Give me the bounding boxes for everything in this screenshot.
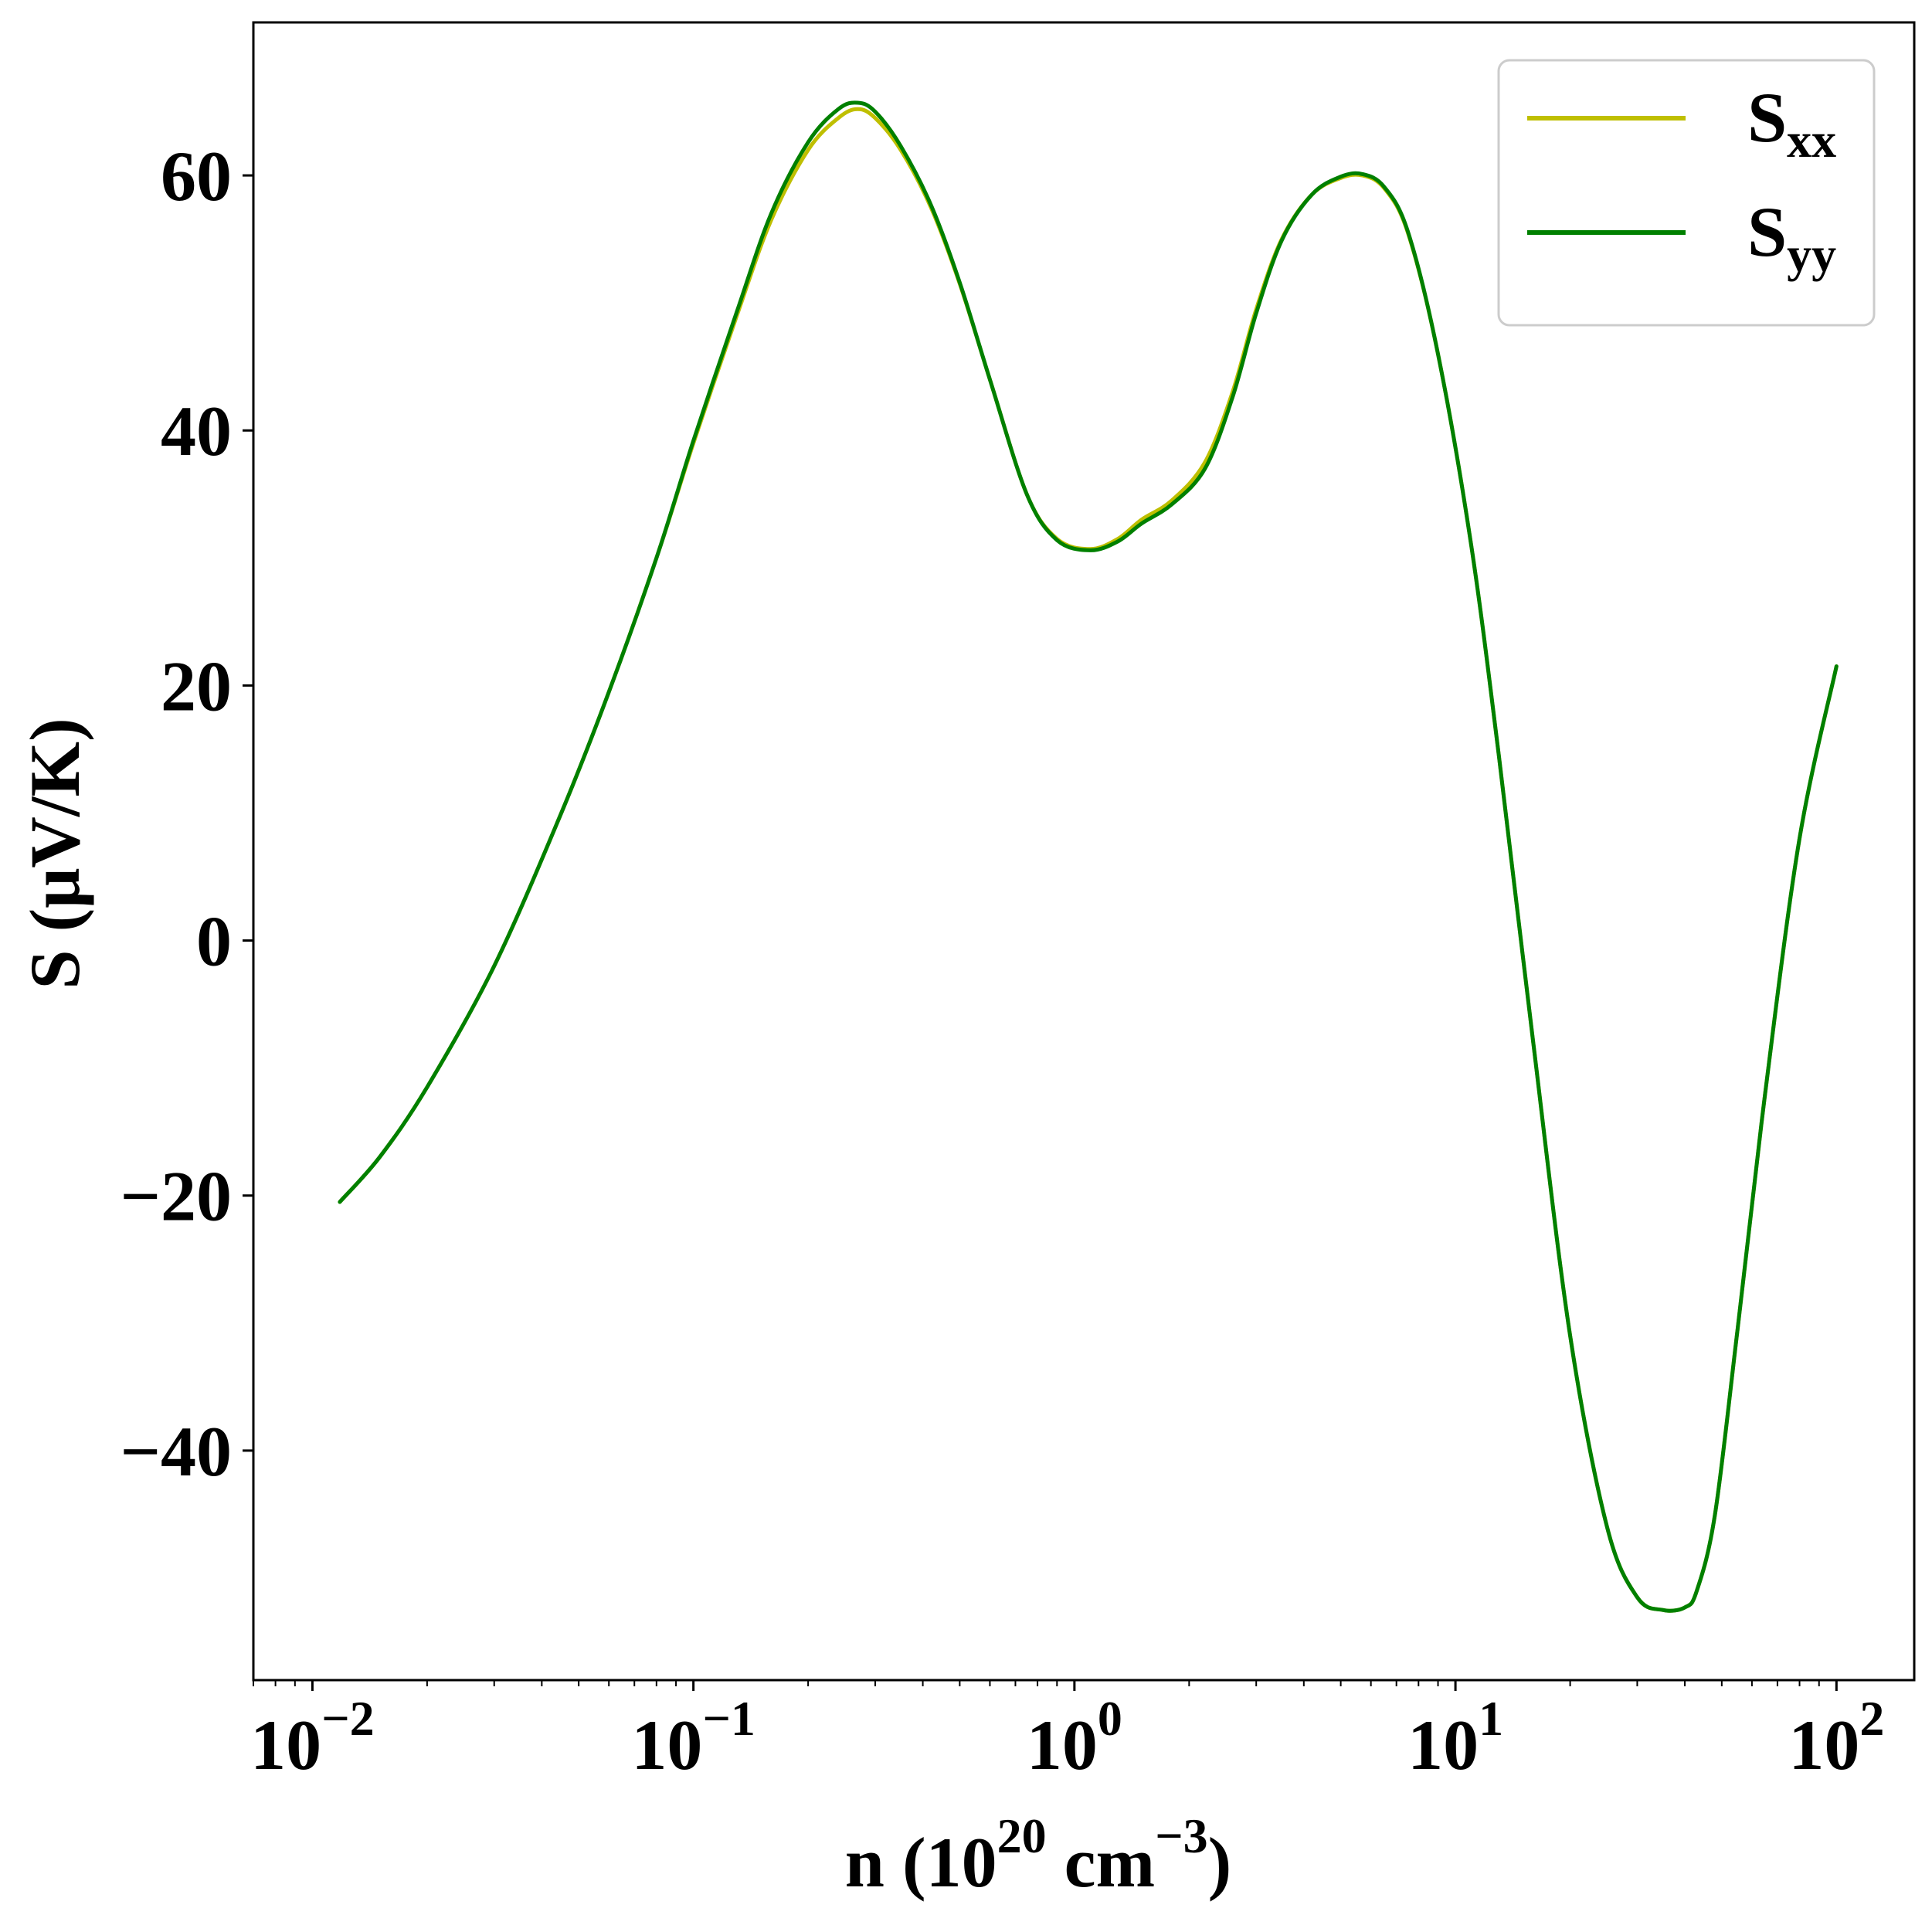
x-tick-label-exp: 1 <box>1479 1691 1503 1746</box>
x-axis-label-sup1: 20 <box>997 1808 1047 1863</box>
legend-label-sxx: Sxx <box>1747 78 1836 168</box>
series-layer <box>338 100 1839 1613</box>
x-tick-label-base: 10 <box>1788 1706 1859 1784</box>
plot-frame <box>252 21 1916 1682</box>
y-tick-label: 20 <box>161 647 232 725</box>
x-tick-label-base: 10 <box>1407 1706 1479 1784</box>
y-tick-label: −40 <box>121 1412 232 1491</box>
series-line-yy <box>338 100 1839 1613</box>
x-tick-label: 10−2 <box>250 1691 374 1784</box>
y-axis-ticks: −40 −20 0 20 40 60 <box>121 137 253 1491</box>
x-tick-label: 100 <box>1027 1691 1122 1784</box>
y-tick-label: 0 <box>196 902 232 981</box>
y-tick-label: 40 <box>161 392 232 470</box>
legend-label-syy-main: S <box>1747 192 1787 271</box>
x-tick-label-base: 10 <box>250 1706 321 1784</box>
x-tick-label-exp: 2 <box>1859 1691 1884 1746</box>
x-tick-label-exp: 0 <box>1098 1691 1122 1746</box>
x-tick-label-base: 10 <box>631 1706 702 1784</box>
y-tick-label: −20 <box>121 1157 232 1236</box>
y-axis-label: S (μV/K) <box>15 718 94 989</box>
x-tick-label-exp: −1 <box>702 1691 755 1746</box>
x-axis-label-mid: cm <box>1047 1823 1155 1902</box>
x-tick-label-exp: −2 <box>321 1691 374 1746</box>
x-tick-label: 102 <box>1788 1691 1884 1784</box>
x-axis-label-prefix: n (10 <box>845 1823 997 1902</box>
x-minor-ticks <box>253 1680 1820 1686</box>
legend-label-syy: Syy <box>1747 192 1836 282</box>
x-tick-label: 101 <box>1407 1691 1503 1784</box>
legend-label-syy-sub: yy <box>1787 227 1836 282</box>
y-tick-label: 60 <box>161 137 232 216</box>
legend-label-sxx-main: S <box>1747 78 1787 157</box>
x-axis-label-suffix: ) <box>1208 1823 1232 1902</box>
x-tick-label: 10−1 <box>631 1691 755 1784</box>
x-axis-label-sup2: −3 <box>1155 1808 1207 1863</box>
x-tick-label-base: 10 <box>1027 1706 1098 1784</box>
legend: Sxx Syy <box>1497 59 1876 327</box>
legend-box <box>1497 59 1876 327</box>
x-axis-label: n (1020 cm−3) <box>845 1808 1231 1902</box>
x-axis-ticks: 10−2 10−1 100 101 102 <box>250 1680 1884 1784</box>
legend-label-sxx-sub: xx <box>1787 113 1836 168</box>
